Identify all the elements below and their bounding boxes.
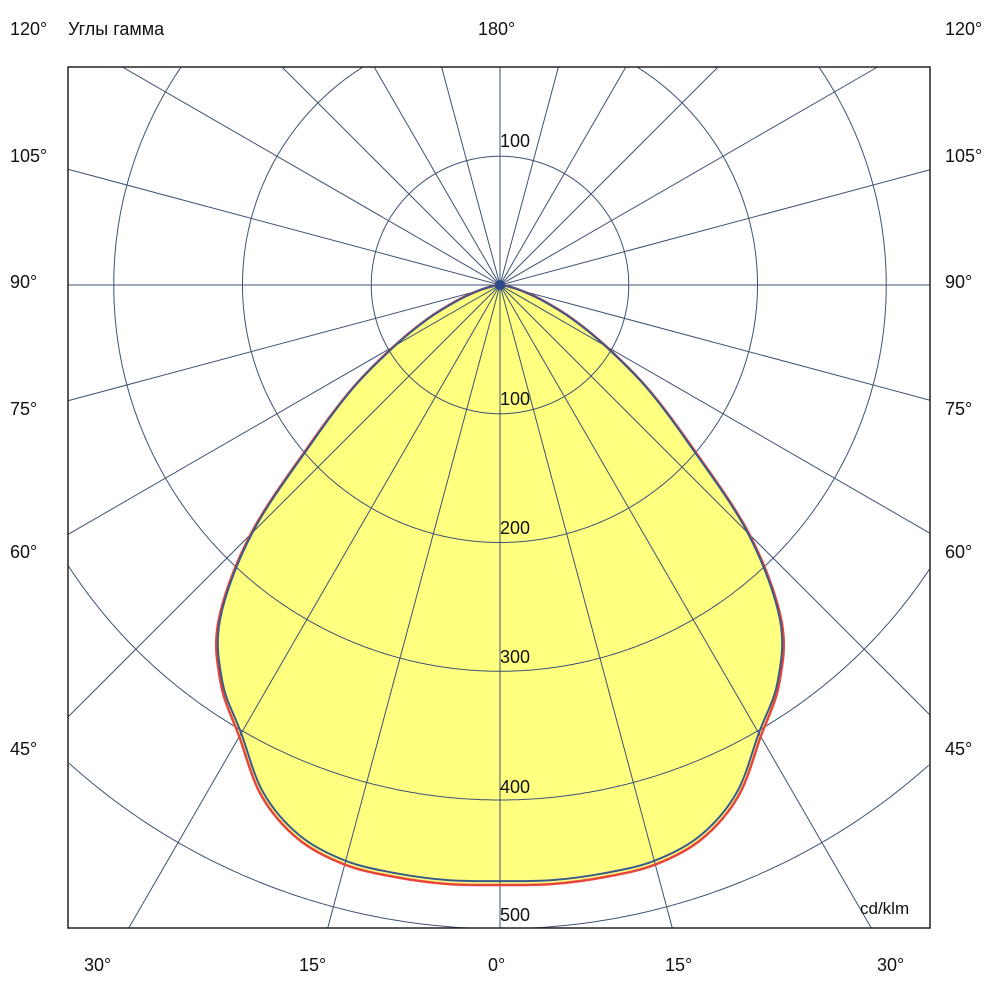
grid-ring [67, 565, 930, 801]
right-angle-label: 75° [945, 399, 973, 419]
intensity-curve-c90-c270 [216, 283, 784, 883]
left-angle-label: 90° [10, 272, 38, 292]
left-angle-label: 105° [10, 146, 48, 166]
chart-title: Углы гамма [68, 19, 165, 39]
grid-radial-line [67, 66, 719, 718]
radial-tick-label-upper: 100 [500, 131, 531, 151]
grid-radial-line [128, 66, 627, 929]
grid-radial-line [441, 66, 673, 929]
grid-radial-line [327, 66, 559, 929]
unit-label: cd/klm [860, 899, 910, 918]
radial-tick-label-lower: 500 [500, 905, 531, 925]
right-angle-label: 105° [945, 146, 983, 166]
grid-ring [242, 66, 758, 543]
radial-tick-label-lower: 300 [500, 647, 531, 667]
bottom-angle-label: 15° [665, 955, 693, 975]
left-angle-label: 120° [10, 19, 48, 39]
radial-tick-label-lower: 200 [500, 518, 531, 538]
grid-radial-line [67, 66, 878, 535]
bottom-angle-label: 15° [299, 955, 327, 975]
radial-tick-label-lower: 400 [500, 777, 531, 797]
bottom-angle-label: 30° [877, 955, 905, 975]
bottom-angle-label: 30° [84, 955, 112, 975]
center-marker [495, 280, 505, 290]
left-angle-label: 75° [10, 399, 38, 419]
top-angle-label: 180° [478, 19, 516, 39]
left-angle-label: 45° [10, 739, 38, 759]
right-angle-label: 45° [945, 739, 973, 759]
right-angle-label: 120° [945, 19, 983, 39]
radial-tick-label-lower: 100 [500, 389, 531, 409]
right-angle-label: 60° [945, 542, 973, 562]
plot-frame [67, 66, 931, 929]
plot-area [67, 66, 931, 929]
grid-ring [68, 763, 930, 929]
bottom-angle-label: 0° [488, 955, 506, 975]
left-angle-label: 60° [10, 542, 38, 562]
grid-radial-line [373, 66, 872, 929]
right-angle-label: 90° [945, 272, 973, 292]
grid-radial-line [281, 66, 931, 716]
grid-radial-line [122, 66, 931, 534]
grid-ring [113, 67, 887, 672]
